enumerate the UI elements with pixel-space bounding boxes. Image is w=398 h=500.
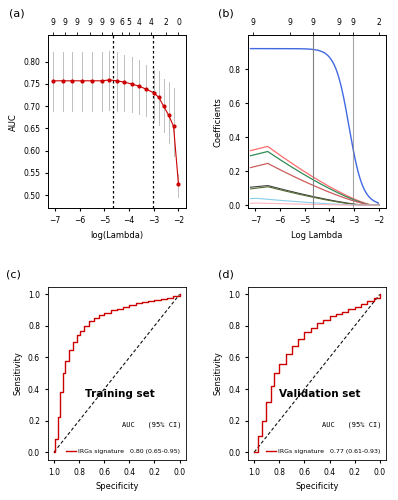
X-axis label: Log Lambda: Log Lambda: [291, 230, 343, 239]
Text: AUC   (95% CI): AUC (95% CI): [322, 422, 382, 428]
Y-axis label: Coefficients: Coefficients: [214, 97, 222, 146]
Text: AUC   (95% CI): AUC (95% CI): [122, 422, 182, 428]
X-axis label: log(Lambda): log(Lambda): [90, 230, 143, 239]
Y-axis label: AUC: AUC: [9, 113, 18, 130]
Legend: IRGs signature   0.77 (0.61-0.93): IRGs signature 0.77 (0.61-0.93): [264, 446, 383, 457]
Y-axis label: Sensitivity: Sensitivity: [214, 352, 222, 395]
Text: Validation set: Validation set: [279, 389, 361, 399]
Text: Training set: Training set: [85, 389, 154, 399]
Text: (c): (c): [6, 269, 21, 279]
X-axis label: Specificity: Specificity: [95, 482, 139, 491]
Text: (d): (d): [218, 269, 234, 279]
Legend: IRGs signature   0.80 (0.65-0.95): IRGs signature 0.80 (0.65-0.95): [64, 446, 183, 457]
Y-axis label: Sensitivity: Sensitivity: [14, 352, 22, 395]
X-axis label: Specificity: Specificity: [295, 482, 339, 491]
Text: (a): (a): [9, 9, 25, 19]
Text: (b): (b): [218, 9, 233, 19]
